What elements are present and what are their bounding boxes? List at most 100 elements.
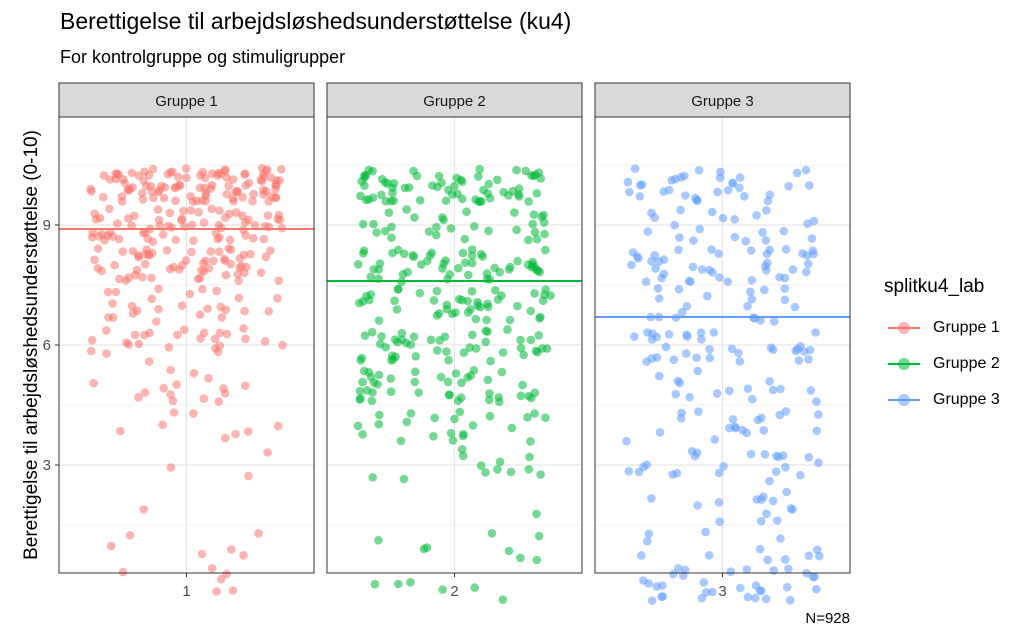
- x-tick-label: 3: [718, 583, 726, 600]
- data-point: [234, 293, 244, 303]
- data-point: [221, 433, 230, 443]
- data-point: [457, 378, 466, 388]
- data-point: [396, 436, 406, 446]
- data-point: [625, 187, 634, 197]
- data-point: [652, 582, 662, 591]
- data-point: [697, 335, 706, 344]
- data-point: [154, 187, 163, 197]
- data-point: [259, 234, 269, 244]
- data-point: [647, 596, 657, 605]
- data-point: [359, 246, 369, 255]
- data-point: [358, 377, 367, 387]
- data-point: [697, 265, 707, 274]
- data-point: [760, 450, 770, 459]
- data-point: [254, 529, 263, 538]
- data-point: [647, 257, 656, 266]
- data-point: [149, 193, 158, 203]
- data-point: [87, 346, 96, 356]
- data-point: [812, 397, 821, 406]
- data-point: [387, 233, 396, 242]
- data-point: [448, 436, 458, 445]
- data-point: [404, 183, 414, 192]
- data-point: [369, 265, 379, 274]
- data-point: [212, 587, 221, 596]
- data-point: [228, 586, 238, 595]
- data-point: [497, 367, 507, 377]
- data-point: [443, 377, 453, 387]
- data-point: [686, 277, 695, 286]
- data-point: [452, 173, 462, 183]
- data-point: [141, 249, 150, 259]
- data-point: [714, 249, 723, 258]
- data-point: [528, 219, 537, 229]
- data-point: [118, 567, 128, 577]
- data-point: [158, 230, 168, 239]
- data-point: [172, 380, 181, 389]
- data-point: [487, 529, 497, 538]
- data-point: [138, 195, 148, 204]
- data-point: [673, 564, 683, 573]
- data-point: [427, 248, 437, 258]
- data-point: [173, 330, 182, 340]
- data-point: [775, 272, 784, 282]
- data-point: [444, 185, 453, 195]
- data-point: [187, 220, 197, 230]
- data-point: [388, 248, 397, 258]
- data-point: [507, 423, 517, 433]
- data-point: [415, 196, 425, 205]
- data-point: [140, 388, 150, 397]
- data-point: [461, 258, 470, 268]
- data-point: [524, 235, 533, 245]
- data-point: [479, 185, 488, 195]
- data-point: [751, 581, 761, 590]
- legend-key-gruppe-1: [884, 318, 924, 338]
- data-point: [360, 181, 369, 190]
- data-point: [784, 182, 793, 191]
- data-point: [792, 168, 802, 178]
- data-point: [234, 276, 243, 286]
- data-point: [506, 467, 516, 477]
- data-point: [715, 273, 724, 282]
- data-point: [93, 244, 103, 253]
- data-point: [762, 509, 771, 519]
- data-point: [516, 553, 525, 563]
- data-point: [747, 294, 757, 304]
- data-point: [644, 529, 654, 539]
- data-point: [353, 421, 363, 431]
- data-point: [484, 179, 494, 189]
- data-point: [485, 389, 494, 398]
- data-point: [676, 205, 685, 215]
- data-point: [483, 375, 493, 385]
- data-point: [723, 185, 733, 195]
- data-point: [699, 578, 709, 587]
- data-point: [786, 504, 796, 513]
- data-point: [406, 409, 416, 418]
- data-point: [399, 474, 409, 484]
- data-point: [165, 264, 175, 274]
- data-point: [181, 164, 191, 173]
- data-point: [368, 473, 378, 482]
- data-point: [240, 169, 250, 179]
- data-point: [809, 249, 818, 259]
- data-point: [468, 421, 478, 430]
- data-point: [429, 296, 439, 305]
- data-point: [166, 365, 175, 375]
- data-point: [384, 208, 394, 217]
- data-point: [434, 171, 444, 181]
- data-point: [697, 593, 707, 603]
- data-point: [731, 423, 740, 433]
- data-point: [810, 572, 819, 581]
- data-point: [444, 355, 453, 365]
- data-point: [366, 272, 376, 282]
- data-point: [458, 451, 468, 461]
- data-point: [147, 187, 156, 196]
- data-point: [495, 267, 505, 277]
- data-point: [476, 302, 485, 312]
- data-point: [239, 324, 248, 333]
- data-point: [145, 328, 154, 338]
- data-point: [759, 492, 768, 502]
- data-point: [130, 330, 140, 340]
- data-point: [369, 219, 378, 229]
- data-point: [639, 576, 648, 585]
- data-point: [495, 457, 505, 467]
